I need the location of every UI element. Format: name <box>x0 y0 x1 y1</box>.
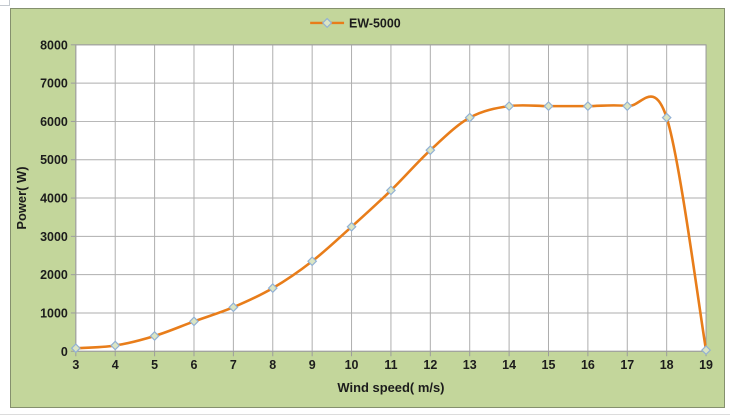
plot-border <box>75 44 707 352</box>
y-tick-label: 3000 <box>40 230 68 244</box>
y-tick-label: 4000 <box>40 192 68 206</box>
x-tick-label: 3 <box>72 358 79 372</box>
x-tick-label: 12 <box>423 358 437 372</box>
legend-series-label: EW-5000 <box>349 16 401 30</box>
x-tick-label: 13 <box>463 358 477 372</box>
data-point-marker <box>70 343 81 354</box>
ticklabel-layer: 0 1000 2000 3000 4000 5000 6000 7000 8000 3 4 5 6 7 8 9… <box>40 38 713 372</box>
legend-diamond-marker-icon <box>321 17 333 29</box>
chart-panel[interactable]: 0 1000 2000 3000 4000 5000 6000 7000 8000 3 4 5 6 7 8 9… <box>10 8 725 408</box>
x-tick-label: 10 <box>345 358 359 372</box>
x-tick-label: 17 <box>620 358 634 372</box>
grid-layer <box>70 44 707 357</box>
x-axis-title: Wind speed( m/s) <box>337 380 444 395</box>
data-point-marker <box>582 101 593 112</box>
data-point-marker <box>543 101 554 112</box>
data-point-marker <box>622 101 633 112</box>
data-point-marker <box>504 101 515 112</box>
chart-legend[interactable]: EW-5000 <box>310 16 401 30</box>
x-tick-label: 8 <box>269 358 276 372</box>
y-tick-label: 6000 <box>40 115 68 129</box>
x-tick-label: 15 <box>542 358 556 372</box>
x-tick-label: 7 <box>230 358 237 372</box>
data-point-marker <box>307 256 318 267</box>
data-point-marker <box>346 221 357 232</box>
screenshot-bottom-edge <box>0 414 730 415</box>
y-axis-title: Power( W) <box>14 166 29 229</box>
y-tick-label: 5000 <box>40 153 68 167</box>
y-tick-label: 8000 <box>40 38 68 52</box>
x-tick-label: 9 <box>309 358 316 372</box>
x-tick-label: 5 <box>151 358 158 372</box>
data-point-marker <box>425 145 436 156</box>
y-tick-label: 0 <box>61 345 68 359</box>
x-tick-label: 18 <box>660 358 674 372</box>
y-tick-label: 7000 <box>40 77 68 91</box>
data-point-marker <box>110 340 121 351</box>
spreadsheet-cell-corner-artifact <box>0 0 10 6</box>
data-point-marker <box>267 283 278 294</box>
y-tick-label: 1000 <box>40 306 68 320</box>
x-tick-label: 4 <box>112 358 119 372</box>
x-tick-label: 11 <box>384 358 397 372</box>
data-point-marker <box>149 330 160 341</box>
x-tick-label: 16 <box>581 358 595 372</box>
data-point-marker <box>464 112 475 123</box>
power-curve-plot: 0 1000 2000 3000 4000 5000 6000 7000 8000 3 4 5 6 7 8 9… <box>14 16 713 395</box>
data-point-marker <box>188 316 200 327</box>
x-tick-label: 19 <box>699 358 713 372</box>
data-point-marker <box>661 112 672 123</box>
data-point-marker <box>385 185 396 196</box>
data-point-marker <box>701 345 712 356</box>
data-point-marker <box>228 302 239 313</box>
series-layer <box>70 95 712 356</box>
x-tick-label: 6 <box>191 358 198 372</box>
x-tick-label: 14 <box>502 358 516 372</box>
y-tick-label: 2000 <box>40 268 68 282</box>
